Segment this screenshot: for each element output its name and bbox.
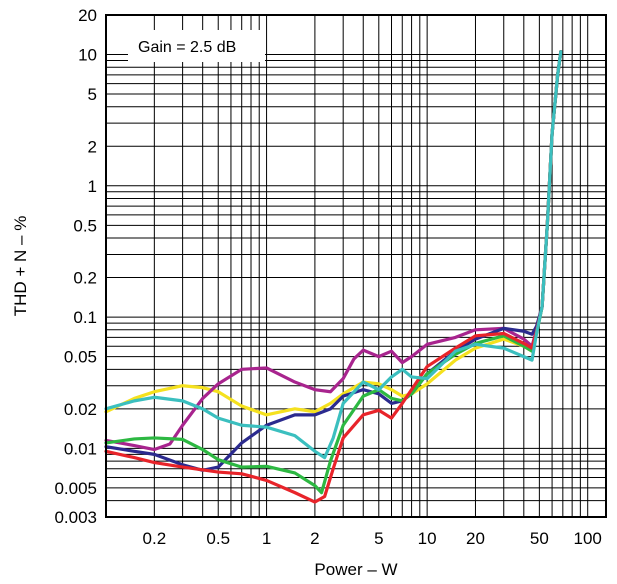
y-tick-label: 20 — [78, 6, 97, 25]
x-tick-label: 20 — [466, 529, 485, 548]
y-tick-label: 10 — [78, 46, 97, 65]
x-tick-label: 2 — [310, 529, 319, 548]
y-tick-label: 0.05 — [64, 348, 97, 367]
x-tick-labels: 0.2 0.5 1 2 5 10 20 50 100 — [143, 529, 602, 548]
y-tick-label: 0.1 — [73, 308, 97, 327]
y-tick-label: 2 — [88, 137, 97, 156]
y-tick-label: 1 — [88, 177, 97, 196]
y-tick-label: 0.02 — [64, 400, 97, 419]
gain-annotation-text: Gain = 2.5 dB — [138, 39, 236, 56]
series-line-6 — [104, 50, 563, 460]
x-tick-label: 10 — [418, 529, 437, 548]
y-tick-label: 0.005 — [54, 479, 97, 498]
x-tick-label: 0.2 — [143, 529, 167, 548]
x-tick-label: 100 — [574, 529, 602, 548]
series-group — [104, 50, 563, 504]
x-tick-label: 50 — [530, 529, 549, 548]
gain-annotation: Gain = 2.5 dB — [128, 30, 265, 62]
x-tick-label: 5 — [374, 529, 383, 548]
y-tick-label: 0.2 — [73, 269, 97, 288]
y-axis-title: THD + N – % — [11, 216, 30, 317]
x-tick-label: 1 — [262, 529, 271, 548]
y-tick-labels: 20 10 5 2 1 0.5 0.2 0.1 0.05 0.02 0.01 0.005 0.003 — [54, 6, 97, 527]
y-tick-label: 0.003 — [54, 508, 97, 527]
gain-annotation-box — [128, 30, 265, 62]
plot-frame — [105, 14, 607, 518]
y-tick-label: 0.01 — [64, 439, 97, 458]
y-tick-label: 5 — [88, 85, 97, 104]
x-axis-title: Power – W — [314, 560, 397, 579]
grid — [106, 15, 606, 517]
y-tick-label: 0.5 — [73, 216, 97, 235]
x-tick-label: 0.5 — [206, 529, 230, 548]
